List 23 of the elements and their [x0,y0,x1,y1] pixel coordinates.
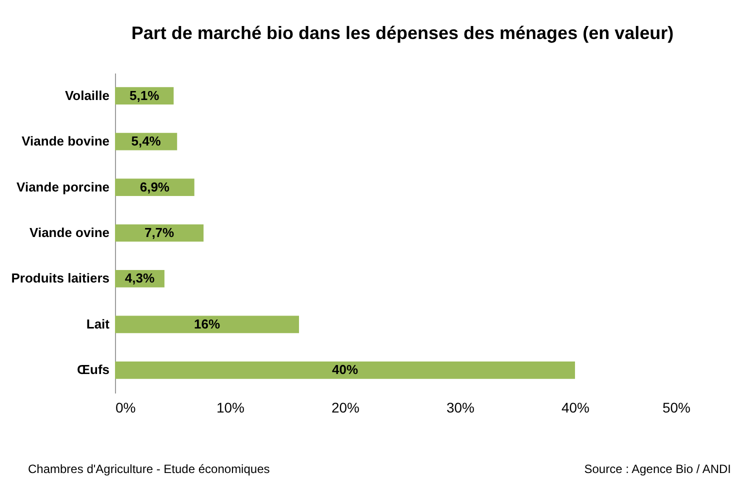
y-tick-label: Viande bovine [22,134,110,149]
x-tick-label: 50% [662,400,690,416]
y-tick-label: Viande ovine [30,225,110,240]
x-tick-label: 10% [216,400,245,416]
y-tick-label: Œufs [77,362,110,378]
data-label: 40% [332,362,358,378]
y-tick-label: Produits laitiers [11,270,110,286]
data-label: 6,9% [140,179,170,194]
data-label: 5,4% [131,134,162,149]
data-label: 5,1% [130,88,160,103]
text: Chambres d'Agriculture - Etude économiques [28,462,270,476]
x-tick-label: 40% [561,400,590,416]
data-label: 16% [194,316,220,332]
source-note: Source : Agence Bio / ANDI [584,462,731,476]
y-tick-label: Volaille [64,88,110,103]
data-label: 4,3% [124,270,155,286]
chart-title: Part de marché bio dans les dépenses des ménages (en valeur) [131,23,674,43]
y-tick-label: Lait [86,316,110,332]
x-tick-label: 20% [331,400,360,416]
x-tick-label: 0% [116,400,136,416]
data-label: 7,7% [144,225,175,240]
x-tick-label: 30% [446,400,475,416]
y-tick-label: Viande porcine [16,179,110,194]
